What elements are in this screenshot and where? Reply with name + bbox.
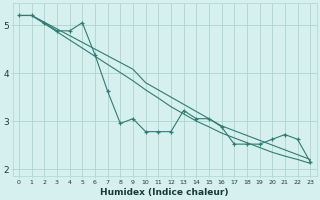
- X-axis label: Humidex (Indice chaleur): Humidex (Indice chaleur): [100, 188, 229, 197]
